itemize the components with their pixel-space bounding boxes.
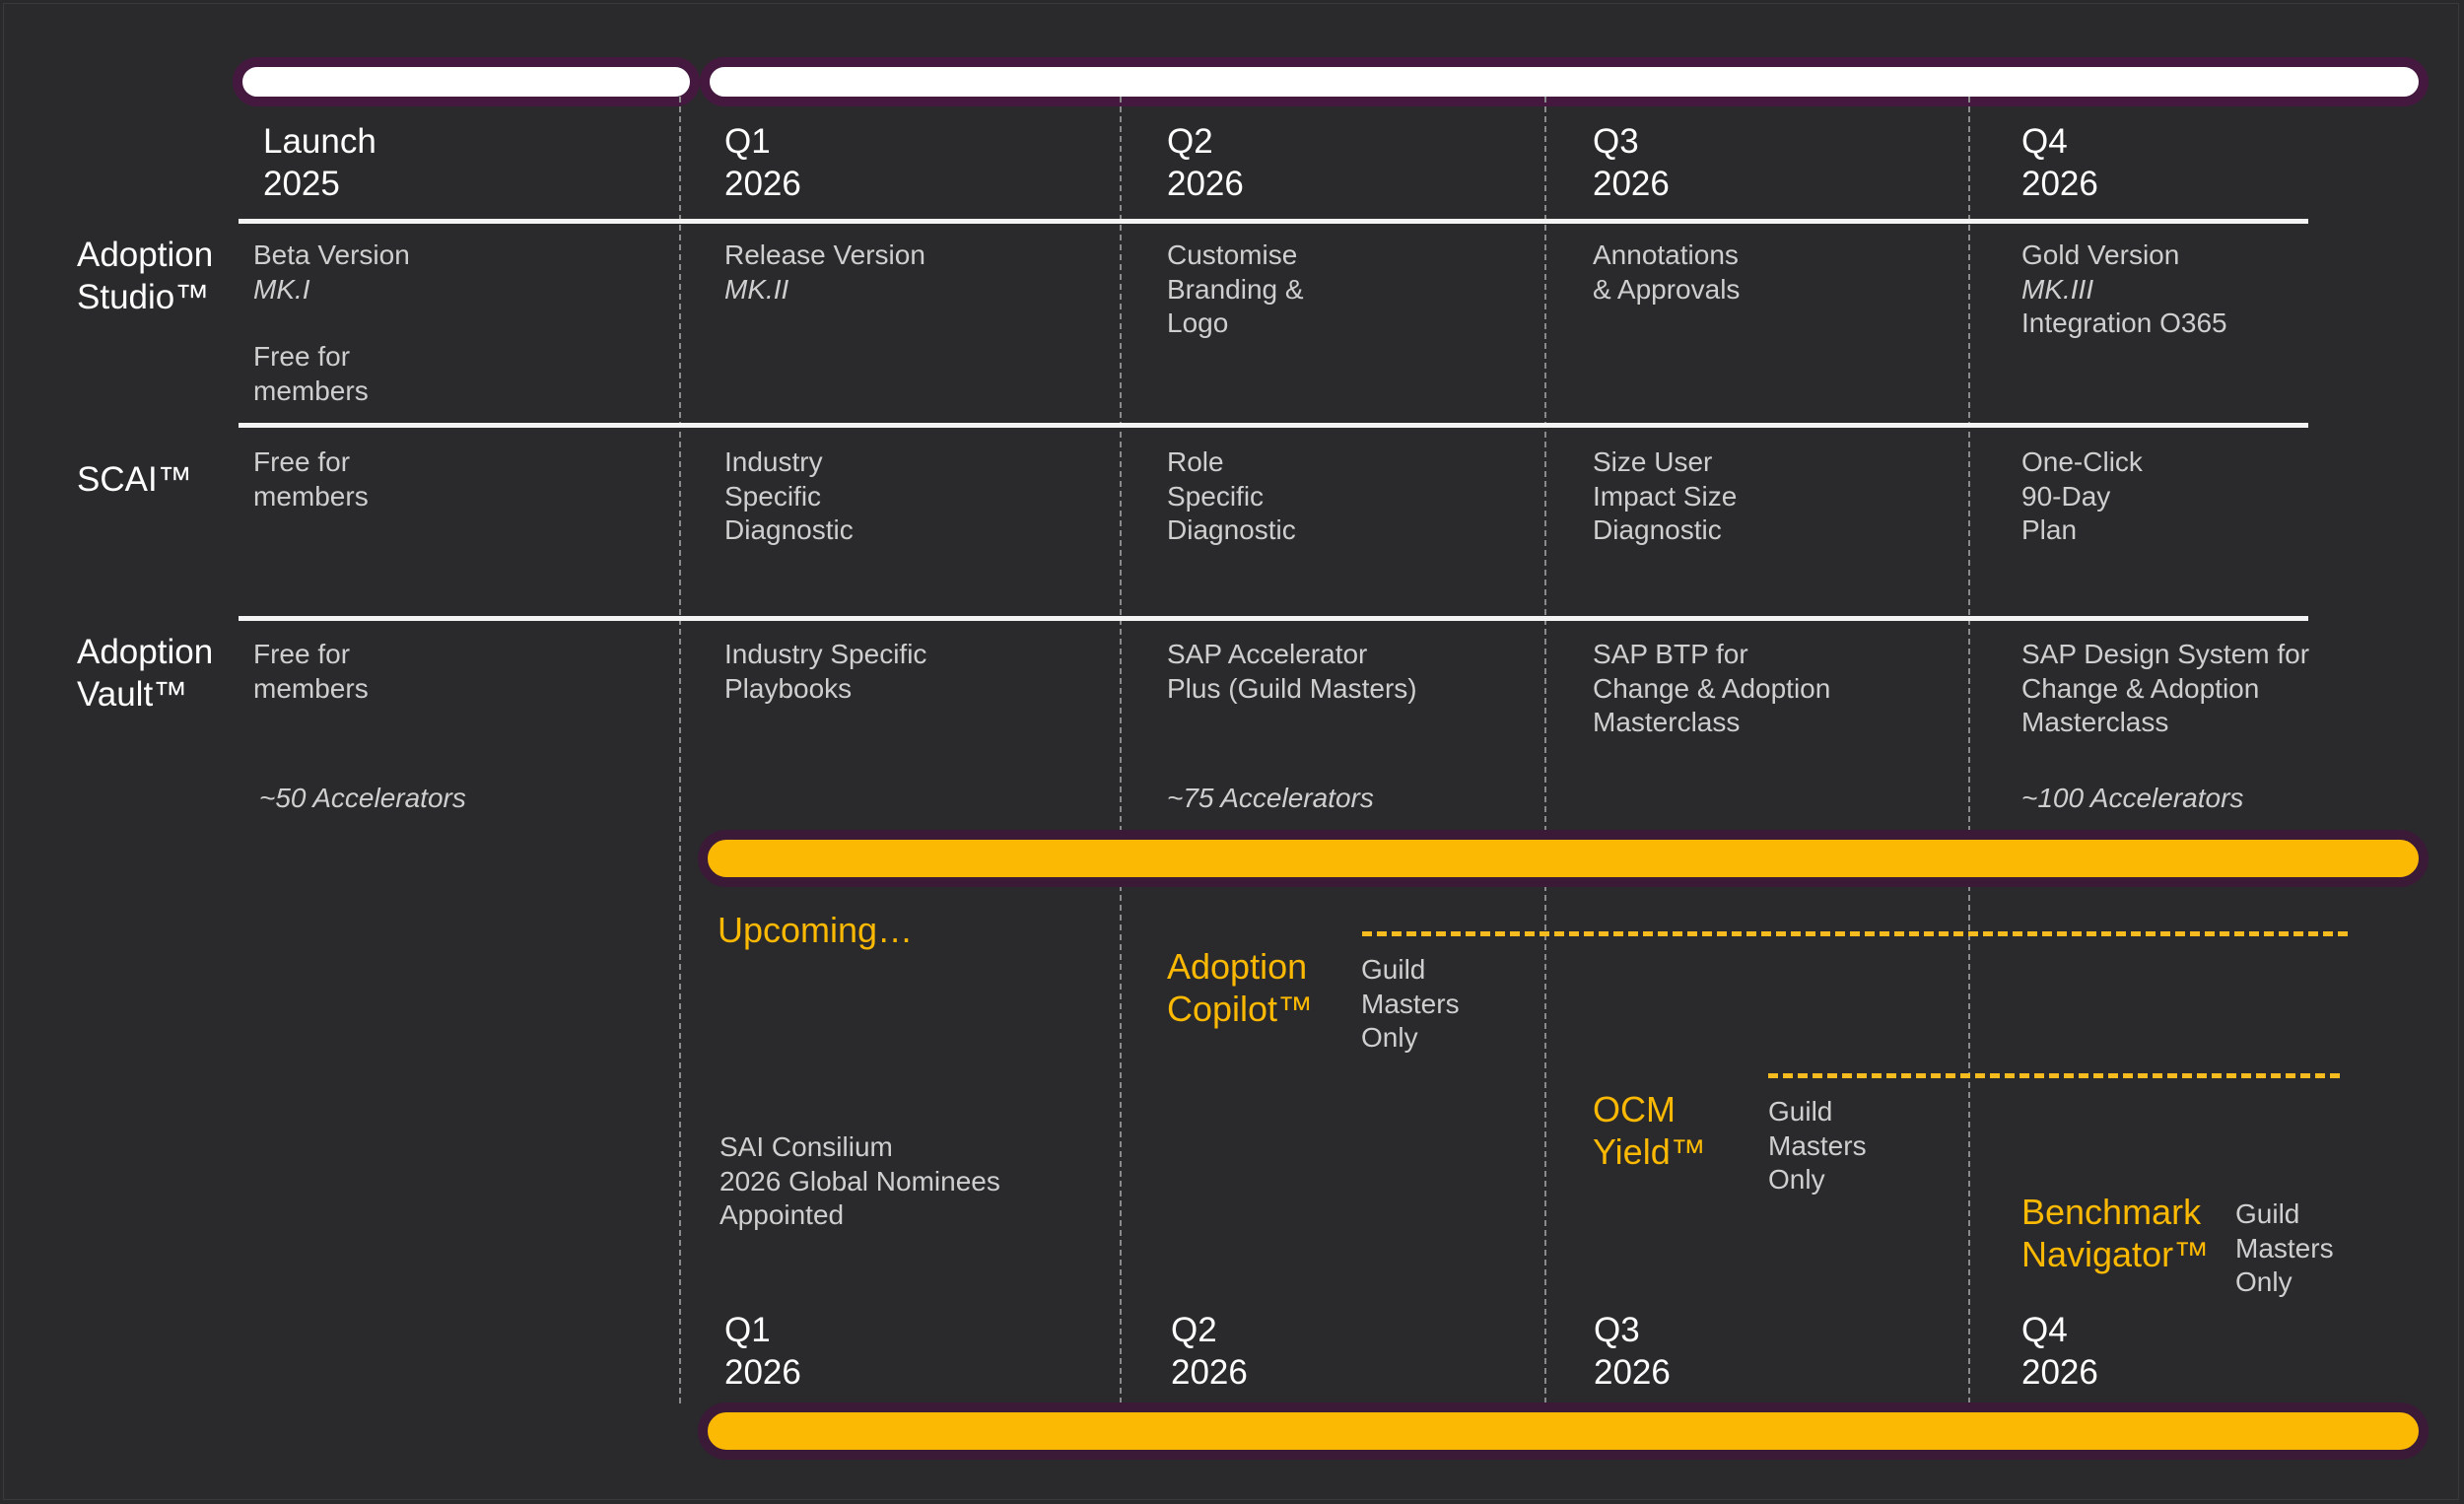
product-benchmark-navigator: Benchmark Navigator™: [2021, 1192, 2210, 1274]
footer-q2: Q2 2026: [1171, 1311, 1248, 1392]
scai-launch-cell: Free for members: [253, 446, 369, 512]
row-label-scai: SCAI™: [77, 460, 192, 499]
scai-q2-cell: Role Specific Diagnostic: [1167, 446, 1296, 545]
studio-launch-cell: Beta Version MK.I: [253, 239, 410, 305]
header-q2: Q2 2026: [1167, 122, 1244, 203]
studio-q3-cell: Annotations & Approvals: [1593, 239, 1741, 305]
footer-q1: Q1 2026: [724, 1311, 801, 1392]
studio-launch-cell-extra: Free for members: [253, 341, 369, 406]
footer-q3: Q3 2026: [1594, 1311, 1671, 1392]
footer-q4: Q4 2026: [2021, 1311, 2098, 1392]
vault-launch-cell: Free for members: [253, 639, 369, 704]
product-adoption-copilot: Adoption Copilot™: [1167, 946, 1314, 1029]
studio-q4-cell: Gold Version MK.III Integration O365: [2021, 239, 2227, 338]
product-ocm-yield: OCM Yield™: [1593, 1089, 1706, 1172]
row-divider: [239, 219, 2308, 224]
vault-q4-cell: SAP Design System for Change & Adoption …: [2021, 639, 2310, 737]
column-divider: [1544, 97, 1546, 1403]
vault-q1-cell: Industry Specific Playbooks: [724, 639, 927, 704]
sai-consilium-note: SAI Consilium 2026 Global Nominees Appoi…: [719, 1131, 1000, 1230]
scai-q4-cell: One-Click 90-Day Plan: [2021, 446, 2143, 545]
scai-q3-cell: Size User Impact Size Diagnostic: [1593, 446, 1738, 545]
header-q1: Q1 2026: [724, 122, 801, 203]
accelerators-count: ~50 Accelerators: [259, 783, 466, 813]
frame-border: [3, 3, 2459, 1500]
vault-q3-cell: SAP BTP for Change & Adoption Masterclas…: [1593, 639, 1831, 737]
studio-q1-cell: Release Version MK.II: [724, 239, 925, 305]
row-label-adoption-vault: Adoption Vault™: [77, 633, 214, 714]
scai-q1-cell: Industry Specific Diagnostic: [724, 446, 854, 545]
year-timeline-bar: [700, 57, 2429, 106]
header-launch: Launch 2025: [263, 122, 376, 203]
row-label-adoption-studio: Adoption Studio™: [77, 236, 214, 316]
upcoming-title: Upcoming…: [718, 910, 914, 950]
header-q3: Q3 2026: [1593, 122, 1670, 203]
row-divider: [239, 616, 2308, 621]
accelerators-count: ~75 Accelerators: [1167, 783, 1374, 813]
ocm-yield-timeline-dashes: [1768, 1073, 2340, 1078]
column-divider: [1120, 97, 1122, 1403]
upcoming-timeline-bar: [698, 830, 2429, 887]
guild-masters-note: Guild Masters Only: [2235, 1198, 2334, 1297]
column-divider: [679, 97, 681, 1403]
row-divider: [239, 423, 2308, 428]
launch-timeline-bar: [233, 57, 700, 106]
vault-q2-cell: SAP Accelerator Plus (Guild Masters): [1167, 639, 1417, 704]
footer-timeline-bar: [698, 1402, 2429, 1460]
column-divider: [1968, 97, 1970, 1403]
guild-masters-note: Guild Masters Only: [1768, 1096, 1867, 1195]
studio-q2-cell: Customise Branding & Logo: [1167, 239, 1304, 338]
guild-masters-note: Guild Masters Only: [1361, 954, 1460, 1053]
accelerators-count: ~100 Accelerators: [2021, 783, 2244, 813]
copilot-timeline-dashes: [1362, 931, 2348, 936]
header-q4: Q4 2026: [2021, 122, 2098, 203]
